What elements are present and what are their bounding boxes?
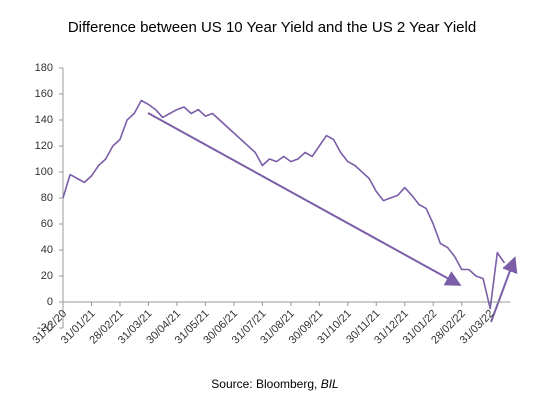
chart-title: Difference between US 10 Year Yield and … — [68, 19, 476, 36]
y-tick-label: 60 — [41, 218, 53, 230]
source: Source: Bloomberg, BIL — [211, 377, 338, 391]
y-tick-label: 120 — [35, 140, 53, 152]
source-emphasis: BIL — [321, 377, 339, 391]
y-tick-label: 100 — [35, 166, 53, 178]
source-text: Source: Bloomberg, — [211, 377, 317, 391]
trend-arrow — [490, 256, 518, 323]
y-tick-label: -20 — [37, 322, 53, 334]
y-tick-label: 140 — [35, 114, 53, 126]
y-tick-label: 80 — [41, 192, 53, 204]
y-tick-label: 0 — [47, 296, 53, 308]
data-line — [62, 99, 506, 310]
y-tick-label: 160 — [35, 88, 53, 100]
y-tick-label: 20 — [41, 270, 53, 282]
y-tick-label: 180 — [35, 62, 53, 74]
y-tick-label: 40 — [41, 244, 53, 256]
trend-arrow — [147, 112, 462, 286]
